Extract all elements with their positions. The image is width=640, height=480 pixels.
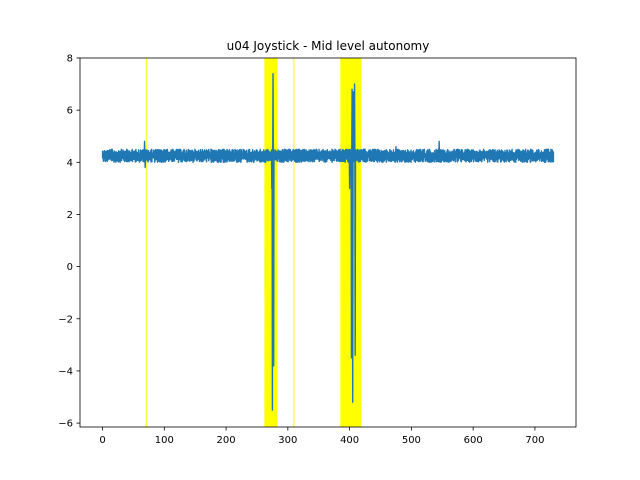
data-series: [101, 72, 555, 411]
x-tick-label: 0: [99, 435, 105, 446]
y-tick-label: −4: [58, 366, 73, 377]
y-tick-label: 8: [67, 54, 73, 65]
y-tick-label: −2: [58, 314, 73, 325]
axes-frame: [79, 57, 577, 428]
highlight-span: [264, 58, 278, 427]
y-tick-label: −6: [58, 419, 73, 430]
x-tick-label: 600: [464, 435, 483, 446]
y-tick-label: 6: [67, 106, 73, 117]
x-tick-label: 500: [402, 435, 421, 446]
x-tick-label: 700: [525, 435, 544, 446]
x-tick-label: 400: [340, 435, 359, 446]
x-tick-label: 200: [217, 435, 236, 446]
chart-title: u04 Joystick - Mid level autonomy: [227, 39, 430, 53]
highlight-span: [293, 58, 295, 427]
highlight-span: [145, 58, 147, 427]
x-tick-label: 100: [155, 435, 174, 446]
y-tick-label: 2: [67, 210, 73, 221]
x-tick-label: 300: [278, 435, 297, 446]
y-axis-ticks: −6 −4 −2 0 2 4 6 8: [58, 54, 80, 430]
y-tick-label: 0: [67, 262, 73, 273]
x-axis-ticks: 0 100 200 300 400 500 600 700: [99, 427, 544, 446]
y-tick-label: 4: [67, 158, 73, 169]
series-line: [101, 72, 555, 411]
